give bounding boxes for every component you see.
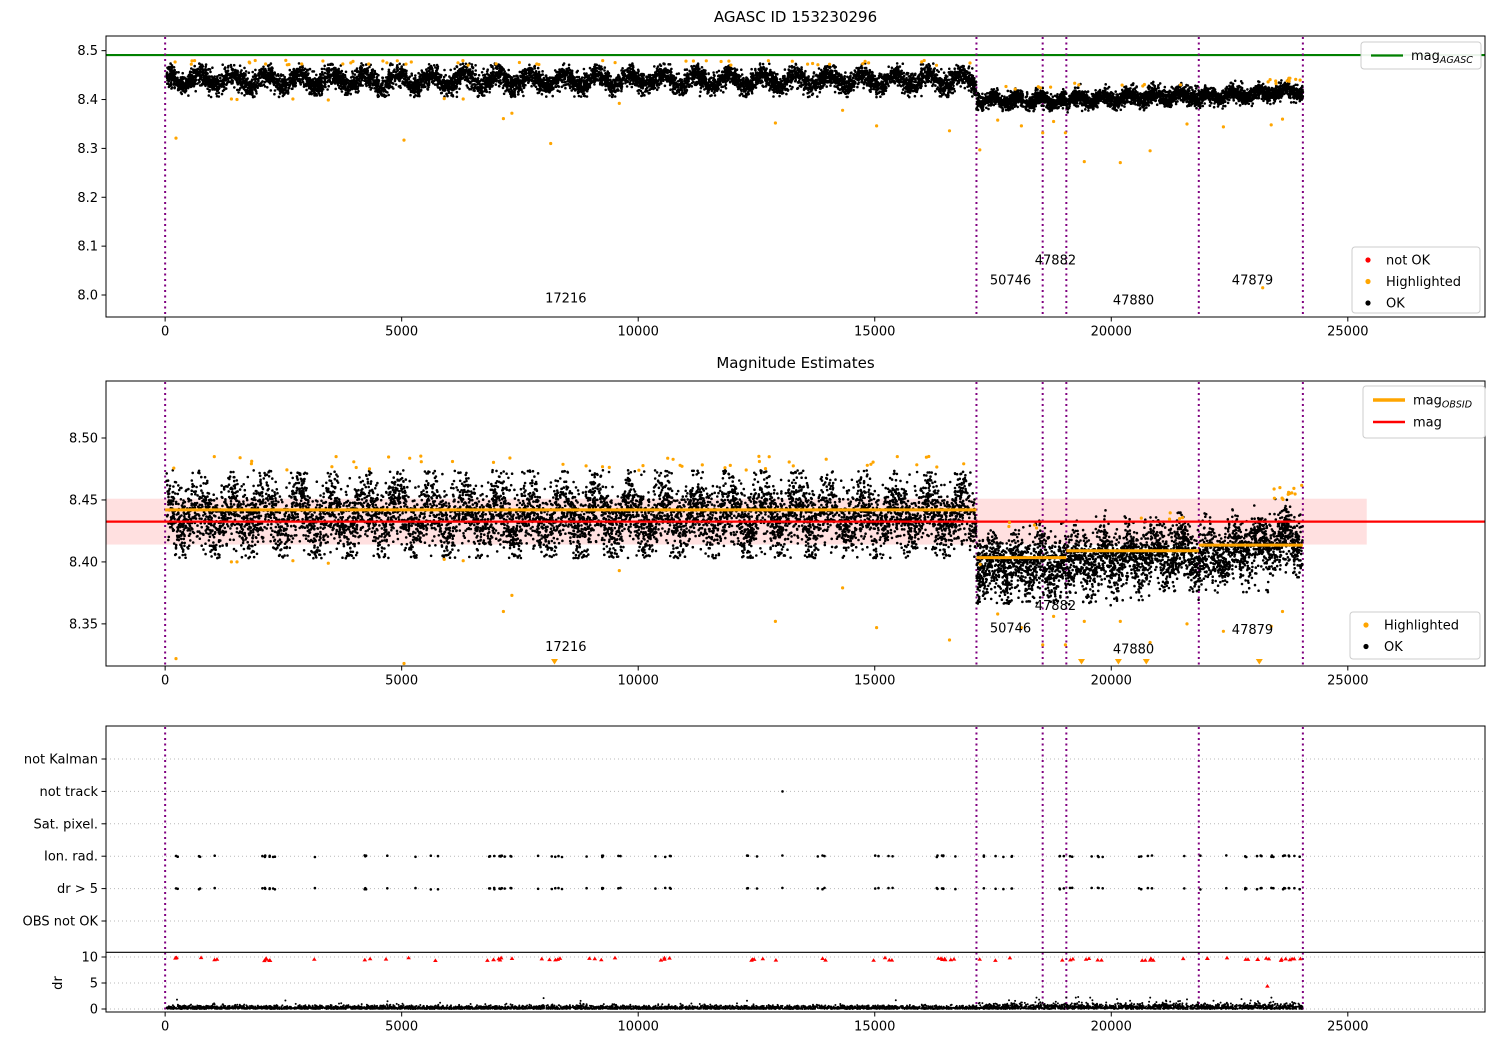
obsid-annotation: 17216: [545, 291, 586, 306]
dr-tick-label: 0: [90, 1003, 98, 1018]
dr-tick-label: 10: [81, 951, 98, 966]
x-tick-label: 0: [161, 325, 169, 340]
panel-spine: [105, 380, 1486, 667]
x-axis: 0 5000 10000 15000 20000 25000: [161, 666, 1368, 689]
x-tick-label: 20000: [1091, 674, 1132, 689]
scatter-ok: [975, 86, 1068, 113]
flag-category-label: Sat. pixel.: [34, 817, 98, 832]
y-tick-label: 8.5: [77, 44, 98, 59]
obsid-annotation: 47880: [1113, 643, 1154, 658]
flag-category-label: dr > 5: [57, 882, 98, 897]
x-tick-label: 5000: [385, 1020, 418, 1035]
legend-label: OK: [1384, 640, 1403, 655]
panel-title: AGASC ID 153230296: [714, 8, 877, 26]
x-tick-label: 10000: [618, 1020, 659, 1035]
flag-category-label: Ion. rad.: [44, 850, 98, 865]
panel-background: [106, 726, 1485, 1012]
legend-marker-sample: [1363, 622, 1369, 628]
scatter-ok: [165, 468, 978, 560]
x-tick-label: 25000: [1327, 674, 1368, 689]
legend: magOBSID mag: [1362, 385, 1486, 439]
obsid-annotation: 47882: [1035, 599, 1076, 614]
legend-label: OK: [1386, 297, 1405, 312]
legend: Highlighted OK: [1349, 611, 1481, 660]
y-tick-label: 8.0: [77, 289, 98, 304]
y-tick-label: 8.45: [69, 493, 98, 508]
x-tick-label: 10000: [618, 674, 659, 689]
obsid-annotations: 17216 50746 47882 47880 47879: [545, 599, 1273, 657]
y-tick-label: 8.40: [69, 555, 98, 570]
scatter-ok: [975, 519, 1068, 605]
obsid-annotations: 17216 50746 47882 47880 47879: [545, 254, 1273, 309]
legend-marker-sample: [1365, 278, 1371, 285]
obsid-annotation: 50746: [990, 622, 1031, 637]
panel-title: Magnitude Estimates: [716, 354, 874, 372]
scatter-ok: [165, 62, 978, 99]
legend-marker-sample: [1363, 643, 1369, 650]
obsid-annotation: 47882: [1035, 254, 1076, 269]
x-tick-label: 5000: [385, 325, 418, 340]
x-tick-label: 15000: [854, 325, 895, 340]
legend-label: magOBSID: [1413, 394, 1472, 411]
legend-label: magAGASC: [1411, 49, 1473, 66]
scatter-ok: [1065, 508, 1200, 607]
mag-obsid-segments: [165, 508, 1303, 560]
legend: magAGASC: [1360, 41, 1482, 70]
legend-frame: [1349, 611, 1481, 660]
estimates-panel: Magnitude Estimates 17216 50746 47882 47880 4…: [69, 354, 1486, 689]
legend-label: mag: [1413, 416, 1442, 431]
legend-label: not OK: [1386, 254, 1431, 269]
x-tick-label: 20000: [1091, 1020, 1132, 1035]
obsid-annotation: 47879: [1232, 623, 1273, 638]
flag-category-label: not Kalman: [24, 753, 98, 768]
flag-category-label: not track: [39, 785, 98, 800]
y-tick-label: 8.1: [77, 240, 98, 255]
panel-spine: [105, 35, 1486, 318]
y-axis: 8.35 8.40 8.45 8.50: [69, 432, 106, 632]
obsid-boundary-lines: [164, 727, 1304, 1011]
x-tick-label: 15000: [854, 674, 895, 689]
legend-label: Highlighted: [1386, 275, 1461, 290]
legend-frame: [1360, 41, 1482, 70]
x-tick-label: 0: [161, 1020, 169, 1035]
scatter-ok: [1197, 78, 1305, 110]
scatter-ok: [1065, 80, 1201, 114]
y-tick-label: 8.35: [69, 617, 98, 632]
y-tick-label: 8.50: [69, 432, 98, 447]
x-tick-label: 25000: [1327, 325, 1368, 340]
agasc-panel: AGASC ID 153230296 17216 50746 47882 47880 47…: [77, 8, 1486, 340]
obsid-boundary-lines: [164, 37, 1304, 316]
flag-y-axis: not Kalman not track Sat. pixel. Ion. rad. d…: [23, 753, 106, 1018]
obsid-annotation: 17216: [545, 640, 586, 655]
x-tick-label: 0: [161, 674, 169, 689]
legend-marker-sample: [1365, 257, 1371, 263]
legend-label: Highlighted: [1384, 619, 1459, 634]
x-tick-label: 25000: [1327, 1020, 1368, 1035]
y-tick-label: 8.2: [77, 191, 98, 206]
y-tick-label: 8.3: [77, 142, 98, 157]
dr-tick-label: 5: [90, 977, 98, 992]
x-tick-label: 5000: [385, 674, 418, 689]
x-tick-label: 10000: [618, 325, 659, 340]
legend: not OK Highlighted OK: [1351, 246, 1481, 314]
legend-marker-sample: [1365, 300, 1371, 306]
y-tick-label: 8.4: [77, 93, 98, 108]
obsid-annotation: 47879: [1232, 274, 1273, 289]
flag-category-label: OBS not OK: [23, 915, 99, 930]
legend-frame: [1351, 246, 1481, 314]
x-tick-label: 20000: [1091, 325, 1132, 340]
x-tick-label: 15000: [854, 1020, 895, 1035]
obsid-annotation: 47880: [1113, 293, 1154, 308]
obsid-annotation: 50746: [990, 274, 1031, 289]
x-axis: 0 5000 10000 15000 20000 25000: [161, 1012, 1368, 1035]
flags-panel: 0 5000 10000 15000 20000 25000 not Kalman not t…: [23, 725, 1486, 1035]
dr-noise-points: [165, 996, 1304, 1010]
panel-spine: [105, 725, 1486, 1013]
x-axis: 0 5000 10000 15000 20000 25000: [161, 317, 1368, 340]
dr-axis-label: dr: [51, 976, 66, 990]
y-axis: 8.0 8.1 8.2 8.3 8.4 8.5: [77, 44, 106, 304]
